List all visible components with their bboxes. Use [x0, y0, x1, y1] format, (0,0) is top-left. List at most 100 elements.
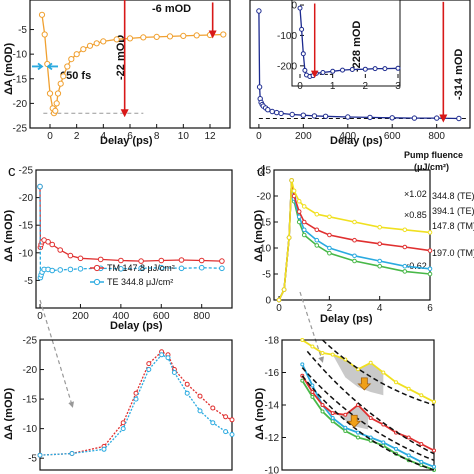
label-344: 344.8 (TE) [432, 191, 474, 201]
panel-d-zoom-ylabel: ΔA (mOD) [254, 388, 266, 440]
label-147: 147.8 (TM) [432, 221, 474, 231]
panel-d-series-3-point [296, 198, 302, 204]
panel-c-plot: 0 200 400 600 800 -5 -10 -15 -20 -25 [19, 166, 225, 322]
panel-a-series-line [41, 14, 224, 115]
panel-d-zoom-series-0-point [300, 378, 305, 383]
panel-d-zoom-series-0-point [368, 438, 373, 443]
panel-c-zoom-series-red-point [133, 390, 139, 396]
panel-d-ytick-label: 0 [265, 296, 271, 307]
pump-fluence-unit: (μJ/cm²) [414, 162, 449, 172]
panel-d-zoom-orange-arrow-1 [347, 414, 362, 428]
panel-c-zoom-series-cyan-point [101, 446, 107, 452]
panel-d-series-3-point [427, 230, 433, 235]
panel-d-xtick-label: 4 [377, 303, 383, 314]
panel-d-zoom-series-3-point [368, 360, 373, 365]
panel-d-series-1-point [402, 263, 408, 269]
panel-d-zoom-shade-yellow [332, 354, 384, 396]
panel-c-series-te-point [198, 264, 205, 271]
panel-c-zoom-series-cyan-point [146, 367, 152, 372]
panel-d-zoom-orange-arrow-2 [357, 377, 372, 391]
panel-b-xlabel: Delay (ps) [330, 135, 383, 147]
panel-b-series-point [411, 115, 418, 121]
panel-c: c Delay (ps) ΔA (mOD) 0 200 400 600 800 -5 -10… [3, 163, 233, 408]
panel-d-zoom-series-1-point [394, 446, 398, 451]
panel-b-inset-ytick-label: 0 [291, 1, 297, 12]
panel-a-plot: 0 2 4 6 8 10 12 -5 -10 -15 -20 -25 [13, 0, 227, 142]
panel-c-zoom-ytick-label: -5 [28, 454, 37, 465]
panel-c-series-te-point [77, 266, 84, 272]
panel-d-zoom-series-1-point [330, 416, 335, 420]
panel-a-series-point [113, 36, 120, 43]
panel-c-zoom-series-cyan-point [197, 408, 203, 414]
panel-c-zoom-series-cyan-point [120, 426, 126, 432]
panel-c-zoom-series-cyan-line [39, 354, 233, 456]
panel-b-inset-series-point [382, 66, 388, 72]
panel-b-xtick-label: 200 [295, 131, 312, 142]
panel-b-inset-series-line [299, 8, 399, 78]
panel-b-inset-series-point [302, 67, 308, 73]
panel-c-zoom-ytick-label: -25 [23, 336, 38, 347]
panel-d-zoom-series-2-point [406, 435, 411, 440]
panel-d-zoom-series-1-point [343, 425, 348, 430]
panel-c-series-te-point [49, 267, 56, 274]
label-197: 197.0 (TM) [432, 248, 474, 258]
panel-d-series-3-point [289, 178, 294, 183]
legend-te-marker [93, 278, 101, 286]
panel-c-series-te-point [118, 266, 124, 272]
panel-a-series-point [180, 32, 187, 40]
panel-d-zoom-series-2-point [320, 403, 325, 407]
panel-c-zoom-arrow [39, 299, 74, 408]
panel-c-zoom-series-cyan-point [184, 390, 190, 396]
panel-d-series-0-point [402, 269, 408, 274]
panel-d-zoom-series-2-point [368, 416, 373, 420]
panel-d-zoom-series-3-point [394, 380, 398, 385]
panel-c-zoom-series-red-point [229, 417, 235, 423]
panel-c-legend: TM 147.8 μJ/cm² TE 344.8 μJ/cm² [90, 263, 175, 287]
panel-a-fwhm-right-arrow [46, 62, 58, 71]
panel-c-series-tm-point [49, 241, 56, 248]
panel-d-series-0-point [427, 271, 433, 277]
panel-b-inset-series-point [340, 67, 345, 73]
panel-c-zoom-series-cyan-point [133, 396, 139, 402]
panel-d-zoom-series-0-point [356, 435, 360, 440]
panel-d-zoom-series-2-point [343, 412, 348, 417]
panel-c-zoom: ΔA (mOD) -5 -10 -15 -20 -25 [3, 336, 235, 471]
panel-a-series-point [140, 34, 147, 41]
panel-c-zoom-series-cyan-point [223, 429, 229, 435]
panel-a-series-point [206, 31, 214, 39]
panel-c-zoom-series-cyan-point [210, 420, 216, 426]
panel-d-zoom-series-0-point [330, 419, 335, 424]
panel-a-ytick-label: -25 [13, 124, 28, 135]
panel-d-series-1-point [314, 237, 320, 243]
panel-d-zoom-series-3-point [406, 386, 411, 391]
panel-a-series-point [73, 51, 80, 58]
panel-a-series-point [100, 38, 107, 45]
panel-c-zoom-ylabel: ΔA (mOD) [3, 388, 15, 440]
panel-b-series-point [434, 115, 440, 121]
panel-a-xtick-label: 4 [101, 131, 107, 142]
panel-d-series-2-point [402, 244, 408, 250]
panel-d-ytick-label: -10 [257, 244, 272, 255]
panel-a-series-point [166, 33, 174, 40]
panel-c-series-tm-point [219, 258, 225, 264]
panel-d-zoom-series-3-point [310, 344, 315, 349]
panel-c-ytick-label: -20 [19, 193, 34, 204]
panel-d-series-0-point [377, 263, 383, 269]
pump-fluence-title: Pump fluence [404, 150, 463, 160]
panel-c-xtick-label: 0 [37, 311, 43, 322]
panel-c-xtick-label: 400 [113, 311, 130, 322]
panel-b-series-point [256, 8, 262, 14]
panel-b-inset-series-point [300, 51, 306, 57]
panel-c-series-tm-point [198, 257, 205, 264]
panel-a-ytick-label: -10 [13, 50, 28, 61]
panel-d-series-3-point [377, 224, 383, 230]
panel-c-frame [35, 169, 233, 309]
panel-d-series-3-point [276, 297, 282, 303]
panel-b-series-point [269, 108, 275, 115]
panel-d-ytick-label: -15 [257, 218, 272, 229]
panel-a-series-point [64, 63, 71, 70]
panel-a-series-point [68, 56, 75, 63]
panel-b-inset-xtick-label: 1 [330, 81, 336, 92]
panel-c-series-tm-point [118, 257, 124, 264]
panel-b-inset-frame [291, 0, 401, 87]
